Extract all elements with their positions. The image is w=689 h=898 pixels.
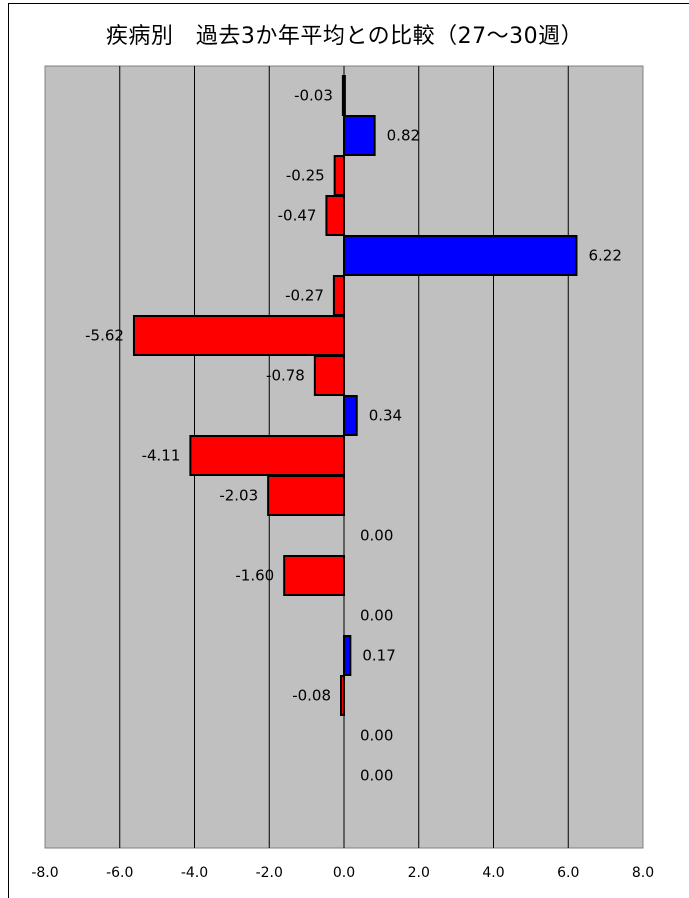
x-tick-label: 8.0 — [632, 865, 654, 881]
data-label: -5.62 — [85, 327, 124, 345]
data-label: 0.00 — [360, 727, 393, 745]
data-label: -0.27 — [285, 287, 324, 305]
bar — [343, 395, 358, 436]
data-label: 0.17 — [362, 647, 395, 665]
bar — [325, 195, 345, 236]
data-label: -0.03 — [294, 87, 333, 105]
data-label: 0.00 — [360, 527, 393, 545]
data-label: 0.34 — [369, 407, 402, 425]
data-labels: -0.03 0.82 -0.25 -0.47 6.22 -0.27 -5.62 -0.78 0.… — [85, 87, 622, 785]
x-tick-label: -4.0 — [181, 865, 208, 881]
data-label: 0.82 — [387, 127, 420, 145]
x-tick-label: -8.0 — [31, 865, 58, 881]
bar — [189, 435, 345, 476]
data-label: -4.11 — [142, 447, 181, 465]
x-tick-label: -2.0 — [256, 865, 283, 881]
data-label: -1.60 — [235, 567, 274, 585]
data-label: -0.78 — [266, 367, 305, 385]
bar — [313, 355, 346, 396]
data-label: -0.25 — [286, 167, 325, 185]
data-label: -2.03 — [219, 487, 258, 505]
data-label: 0.00 — [360, 607, 393, 625]
x-tick-label: -6.0 — [106, 865, 133, 881]
bar — [343, 235, 578, 276]
bar — [343, 115, 376, 156]
chart-frame — [8, 3, 689, 898]
x-tick-labels: -8.0 -6.0 -4.0 -2.0 0.0 2.0 4.0 6.0 8.0 — [31, 865, 654, 881]
bars — [132, 66, 578, 848]
data-label: -0.47 — [278, 207, 317, 225]
x-tick-label: 6.0 — [557, 865, 579, 881]
bar — [332, 275, 346, 316]
data-label: 0.00 — [360, 767, 393, 785]
bar — [333, 155, 345, 196]
x-tick-label: 4.0 — [482, 865, 504, 881]
bar — [343, 635, 352, 676]
bar — [132, 315, 345, 356]
chart-title: 疾病別 過去3か年平均との比較（27～30週） — [105, 24, 584, 49]
x-tick-label: 2.0 — [408, 865, 430, 881]
bar — [267, 475, 345, 516]
bar — [283, 555, 346, 596]
x-tick-label: 0.0 — [333, 865, 355, 881]
data-label: 6.22 — [588, 247, 621, 265]
data-label: -0.08 — [292, 687, 331, 705]
